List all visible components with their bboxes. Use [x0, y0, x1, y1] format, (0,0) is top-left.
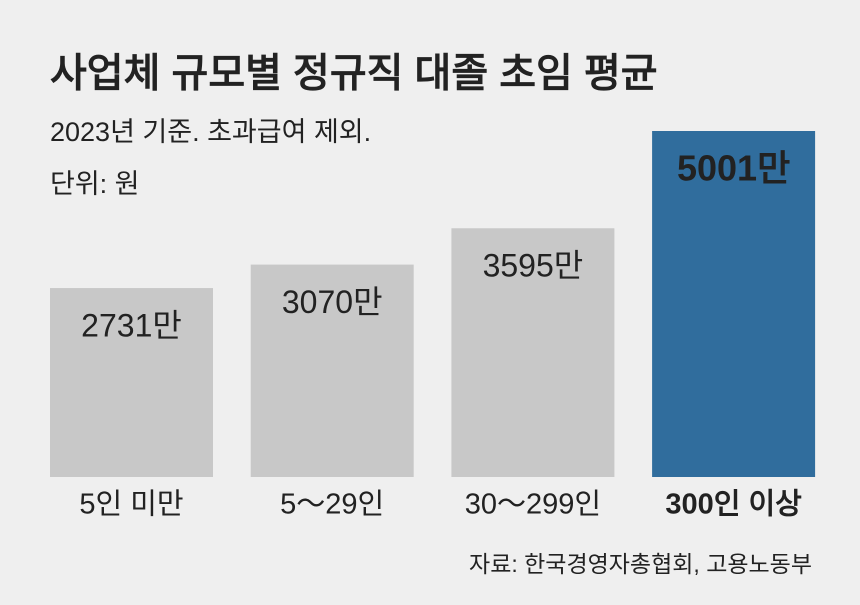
x-tick-label: 30～299인 — [465, 489, 601, 521]
bar — [50, 288, 213, 477]
x-tick-label: 5～29인 — [280, 489, 384, 521]
source: 자료: 한국경영자총협회, 고용노동부 — [469, 551, 812, 577]
value-label: 3595만 — [483, 248, 584, 284]
value-label: 3070만 — [282, 284, 383, 320]
value-label: 5001만 — [677, 148, 790, 189]
bar — [652, 131, 816, 477]
subtitle: 단위: 원 — [50, 169, 140, 199]
x-tick-label: 300인 이상 — [665, 488, 802, 521]
value-label: 2731만 — [81, 308, 182, 344]
bar — [451, 228, 615, 477]
bar — [250, 264, 414, 477]
subtitle: 2023년 기준. 초과급여 제외. — [50, 117, 371, 147]
chart-title: 사업체 규모별 정규직 대졸 초임 평균 — [50, 52, 658, 96]
x-tick-label: 5인 미만 — [79, 489, 183, 521]
